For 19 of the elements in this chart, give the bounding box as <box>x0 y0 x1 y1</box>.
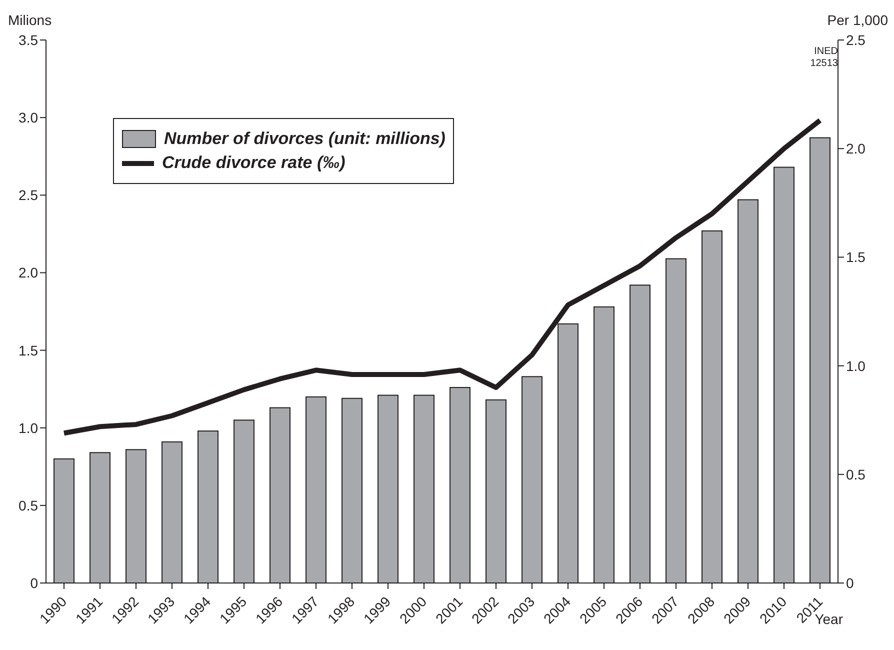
y-tick-label: 3.5 <box>18 32 38 48</box>
y2-axis-title: Per 1,000 <box>827 12 888 28</box>
legend-label: Crude divorce rate (‰) <box>162 153 346 173</box>
y-tick-label: 2.0 <box>18 264 38 281</box>
y-tick-label: 2.5 <box>18 187 38 204</box>
y2-tick-label: 2.0 <box>846 140 866 157</box>
y2-tick-label: 0 <box>846 574 854 591</box>
y-tick-label: 0 <box>30 574 38 591</box>
y-tick-label: 0.5 <box>18 497 38 514</box>
y-tick-label: 1.0 <box>18 420 38 436</box>
y2-tick-label: 0.5 <box>846 466 866 482</box>
y2-tick-label: 1.0 <box>846 358 866 374</box>
y-axis-title: Milions <box>8 12 52 28</box>
y2-tick-label: 1.5 <box>846 249 866 266</box>
y2-tick-label: 2.5 <box>846 32 866 48</box>
y-tick-label: 3.0 <box>18 110 38 126</box>
legend-label: Number of divorces (unit: millions) <box>164 129 446 149</box>
annotation: INED 12513 <box>809 46 838 70</box>
y-tick-label: 1.5 <box>18 342 38 358</box>
